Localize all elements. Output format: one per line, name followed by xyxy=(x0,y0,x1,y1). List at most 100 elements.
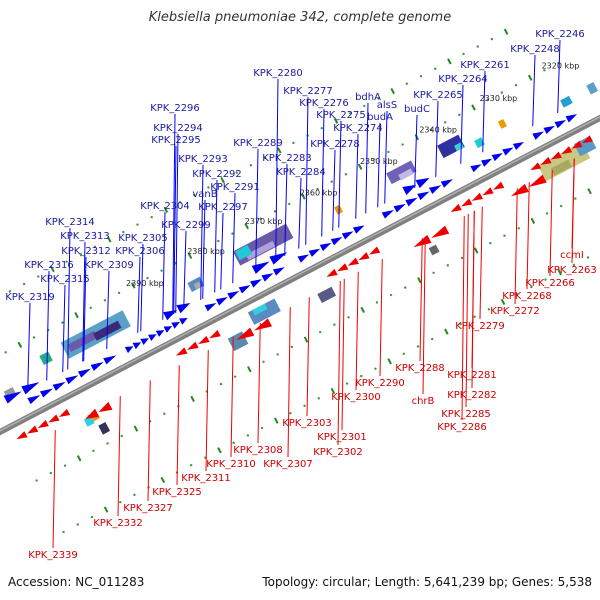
forward-gene-arrow xyxy=(480,158,493,167)
scale-mark-label: 2330 kbp xyxy=(480,94,518,103)
forward-gene-label: KPK_2297 xyxy=(198,202,248,213)
summary-label: Topology: circular; Length: 5,641,239 bp… xyxy=(262,575,592,589)
reverse-label-line xyxy=(514,188,518,305)
reverse-gene-arrow xyxy=(209,330,221,339)
reverse-gene-arrow xyxy=(540,156,552,165)
forward-label-line xyxy=(532,54,536,127)
forward-gene-arrow xyxy=(308,248,321,257)
track-dot xyxy=(103,299,107,302)
track-dot xyxy=(419,75,423,78)
track-dot xyxy=(544,278,547,281)
reverse-label-line xyxy=(419,238,423,362)
track-dot xyxy=(303,404,306,407)
reverse-gene-label: KPK_2325 xyxy=(152,487,202,498)
forward-label-line xyxy=(175,133,179,313)
forward-gene-label: KPK_2261 xyxy=(460,60,510,71)
track-dot xyxy=(373,158,376,161)
forward-label-line xyxy=(83,256,87,362)
forward-gene-arrow xyxy=(428,185,442,194)
forward-gene-arrow xyxy=(179,317,188,325)
forward-label-line xyxy=(200,164,204,300)
forward-gene-arrow xyxy=(155,330,165,337)
reverse-gene-arrow xyxy=(510,183,529,197)
track-dot xyxy=(490,37,494,41)
forward-label-line xyxy=(173,145,177,314)
track-dot xyxy=(133,493,136,497)
forward-gene-label: budA xyxy=(367,112,393,123)
track-tick xyxy=(74,312,79,319)
backbone xyxy=(0,114,600,436)
reverse-gene-label: KPK_2303 xyxy=(282,418,332,429)
forward-gene-label: KPK_2274 xyxy=(333,123,383,134)
track-tick xyxy=(387,358,392,365)
reverse-label-line xyxy=(52,430,56,549)
track-dot xyxy=(160,269,163,272)
feature-block xyxy=(398,168,414,181)
track-dot xyxy=(344,173,348,176)
track-dot xyxy=(377,97,380,100)
forward-label-line xyxy=(140,243,144,332)
reverse-gene-label: KPK_2268 xyxy=(502,291,552,302)
forward-label-line xyxy=(106,270,110,350)
track-tick xyxy=(390,87,395,95)
forward-gene-arrow xyxy=(261,273,274,282)
forward-gene-label: KPK_2276 xyxy=(299,98,349,109)
track-dot xyxy=(92,449,95,453)
track-tick xyxy=(103,506,109,513)
track-tick xyxy=(471,104,476,111)
scale-mark-label: 2340 kbp xyxy=(419,126,457,135)
reverse-gene-arrow xyxy=(187,341,199,350)
track-dot xyxy=(232,441,235,445)
track-dot xyxy=(260,426,264,430)
track-tick xyxy=(473,247,479,254)
track-dot xyxy=(503,234,506,237)
forward-label-line xyxy=(202,199,206,299)
forward-gene-label: KPK_2277 xyxy=(283,86,333,97)
track-dot xyxy=(63,464,67,467)
reverse-gene-label: KPK_2272 xyxy=(490,306,540,317)
forward-gene-arrow xyxy=(21,382,40,395)
reverse-gene-label: KPK_2286 xyxy=(437,422,487,433)
reverse-label-line xyxy=(306,297,310,417)
track-tick xyxy=(333,117,339,124)
reverse-gene-label: KPK_2266 xyxy=(525,278,575,289)
reverse-gene-arrow xyxy=(175,347,188,356)
reverse-label-line xyxy=(471,210,475,389)
reverse-label-line xyxy=(461,216,465,421)
forward-gene-arrow xyxy=(251,261,270,274)
forward-gene-arrow xyxy=(132,342,142,350)
forward-gene-arrow xyxy=(269,252,288,265)
track-tick xyxy=(247,366,252,373)
track-tick xyxy=(357,163,363,170)
track-tick xyxy=(130,282,136,289)
forward-gene-label: KPK_2313 xyxy=(60,231,110,242)
forward-label-line xyxy=(67,227,71,370)
reverse-label-line xyxy=(341,278,345,431)
track-dot xyxy=(163,412,166,415)
track-dot xyxy=(586,256,590,259)
map-title: Klebsiella pneumoniae 342, complete geno… xyxy=(148,10,452,25)
track-dot xyxy=(288,202,291,206)
reverse-gene-arrow xyxy=(581,135,593,144)
track-tick xyxy=(527,74,533,81)
reverse-gene-arrow xyxy=(528,174,547,187)
track-dot xyxy=(572,263,576,267)
forward-label-line xyxy=(482,70,486,153)
reverse-gene-arrow xyxy=(571,140,583,149)
forward-gene-label: alsS xyxy=(377,100,397,111)
reverse-label-line xyxy=(479,206,483,320)
reverse-gene-arrow xyxy=(450,203,462,213)
forward-label-line xyxy=(214,179,218,293)
feature-block xyxy=(560,95,573,108)
track-tick xyxy=(17,341,23,348)
feature-block-orange xyxy=(334,204,344,215)
track-dot xyxy=(530,285,533,289)
track-dot xyxy=(292,141,295,145)
feature-block xyxy=(193,281,202,290)
forward-gene-label: KPK_2315 xyxy=(40,274,90,285)
reverse-gene-arrow xyxy=(530,162,542,171)
forward-label-line xyxy=(172,113,176,315)
forward-label-line xyxy=(298,177,302,249)
track-dot xyxy=(459,322,462,326)
